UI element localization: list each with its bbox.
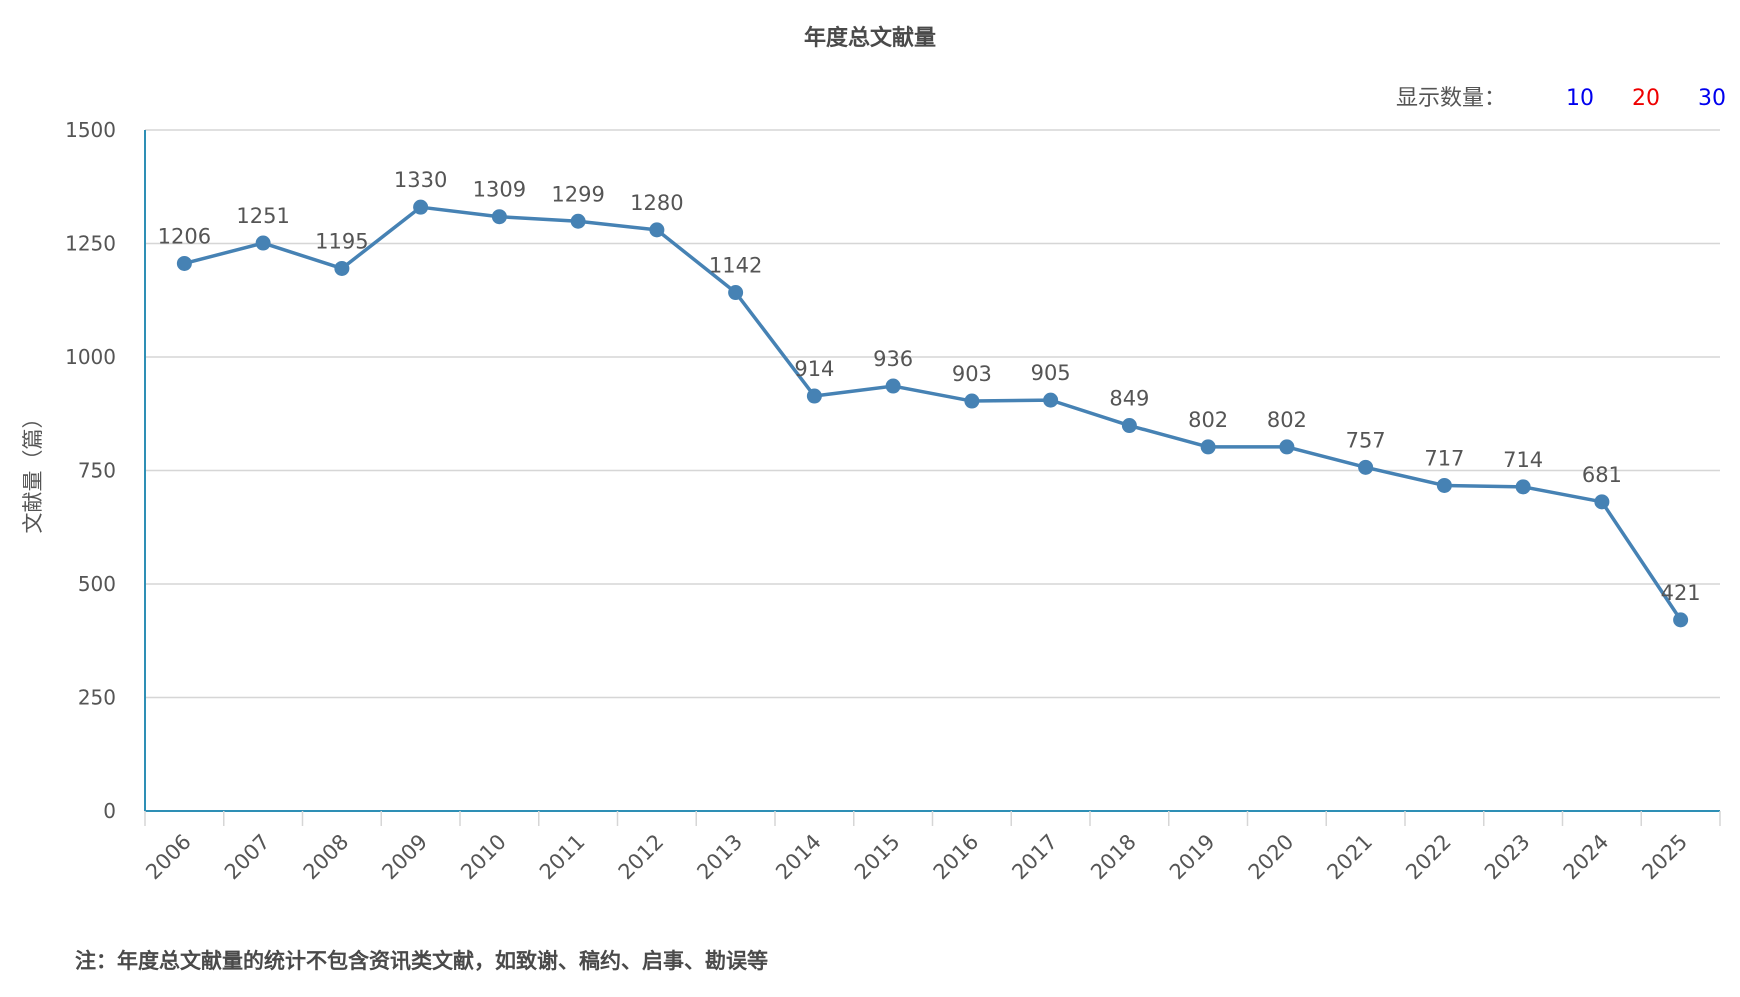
data-point	[1043, 392, 1059, 408]
display-count-option-30[interactable]: 30	[1698, 86, 1726, 111]
x-tick-label: 2017	[1007, 830, 1062, 885]
y-tick-label: 0	[103, 799, 116, 823]
data-point	[491, 209, 507, 225]
display-count-option-20[interactable]: 20	[1632, 86, 1660, 111]
data-label: 802	[1267, 408, 1307, 432]
data-label: 1299	[551, 182, 604, 206]
data-label: 903	[952, 362, 992, 386]
data-label: 849	[1109, 387, 1149, 411]
x-tick-label: 2014	[771, 830, 826, 885]
x-tick-label: 2007	[220, 830, 275, 885]
data-point	[334, 260, 350, 276]
data-point	[1358, 459, 1374, 475]
data-label: 1195	[315, 229, 368, 253]
data-label: 1251	[236, 204, 289, 228]
data-point	[1121, 418, 1137, 434]
data-point	[255, 235, 271, 251]
footnote: 注：年度总文献量的统计不包含资讯类文献，如致谢、稿约、启事、勘误等	[75, 949, 768, 973]
x-tick-label: 2018	[1086, 830, 1141, 885]
y-tick-label: 1250	[65, 232, 116, 256]
data-point	[1515, 479, 1531, 495]
data-label: 1330	[394, 168, 447, 192]
y-tick-label: 1500	[65, 118, 116, 142]
x-tick-label: 2008	[299, 830, 354, 885]
data-label: 717	[1424, 446, 1464, 470]
data-label: 681	[1582, 463, 1622, 487]
x-tick-label: 2019	[1165, 830, 1220, 885]
data-point	[1594, 494, 1610, 510]
data-label: 1206	[158, 224, 211, 248]
data-point	[1279, 439, 1295, 455]
x-tick-label: 2012	[614, 830, 669, 885]
data-label: 1142	[709, 254, 762, 278]
data-point	[649, 222, 665, 238]
data-point	[570, 213, 586, 229]
data-point	[413, 199, 429, 215]
y-tick-label: 500	[78, 572, 116, 596]
data-label: 1309	[473, 178, 526, 202]
data-label: 421	[1661, 581, 1701, 605]
data-label: 714	[1503, 448, 1543, 472]
data-label: 1280	[630, 191, 683, 215]
data-label: 936	[873, 347, 913, 371]
x-tick-label: 2023	[1480, 830, 1535, 885]
series-line	[183, 205, 1683, 621]
display-count-option-10[interactable]: 10	[1566, 86, 1594, 111]
x-tick-label: 2010	[456, 830, 511, 885]
data-point	[964, 393, 980, 409]
data-point	[1200, 439, 1216, 455]
data-point	[176, 255, 192, 271]
x-tick-label: 2016	[929, 830, 984, 885]
data-point	[885, 378, 901, 394]
x-tick-label: 2015	[850, 830, 905, 885]
chart-title: 年度总文献量	[803, 26, 936, 51]
y-tick-label: 1000	[65, 345, 116, 369]
data-label: 914	[794, 357, 834, 381]
x-tick-label: 2013	[692, 830, 747, 885]
x-tick-label: 2006	[141, 830, 196, 885]
display-count-selector: 显示数量： 10 20 30	[1396, 80, 1726, 112]
data-point	[728, 285, 744, 301]
x-tick-label: 2022	[1401, 830, 1456, 885]
y-axis-title: 文献量（篇）	[21, 408, 45, 534]
x-tick-label: 2021	[1322, 830, 1377, 885]
y-tick-label: 250	[78, 686, 116, 710]
x-tick-label: 2024	[1559, 830, 1614, 885]
data-point	[1673, 612, 1689, 628]
data-point	[1436, 477, 1452, 493]
x-tick-label: 2020	[1244, 830, 1299, 885]
display-count-label: 显示数量：	[1395, 86, 1506, 111]
y-tick-label: 750	[78, 459, 116, 483]
data-point	[806, 388, 822, 404]
x-tick-label: 2011	[535, 830, 590, 885]
data-label: 757	[1346, 428, 1386, 452]
x-tick-label: 2009	[377, 830, 432, 885]
x-tick-label: 2025	[1637, 830, 1692, 885]
data-label: 802	[1188, 408, 1228, 432]
data-label: 905	[1031, 361, 1071, 385]
